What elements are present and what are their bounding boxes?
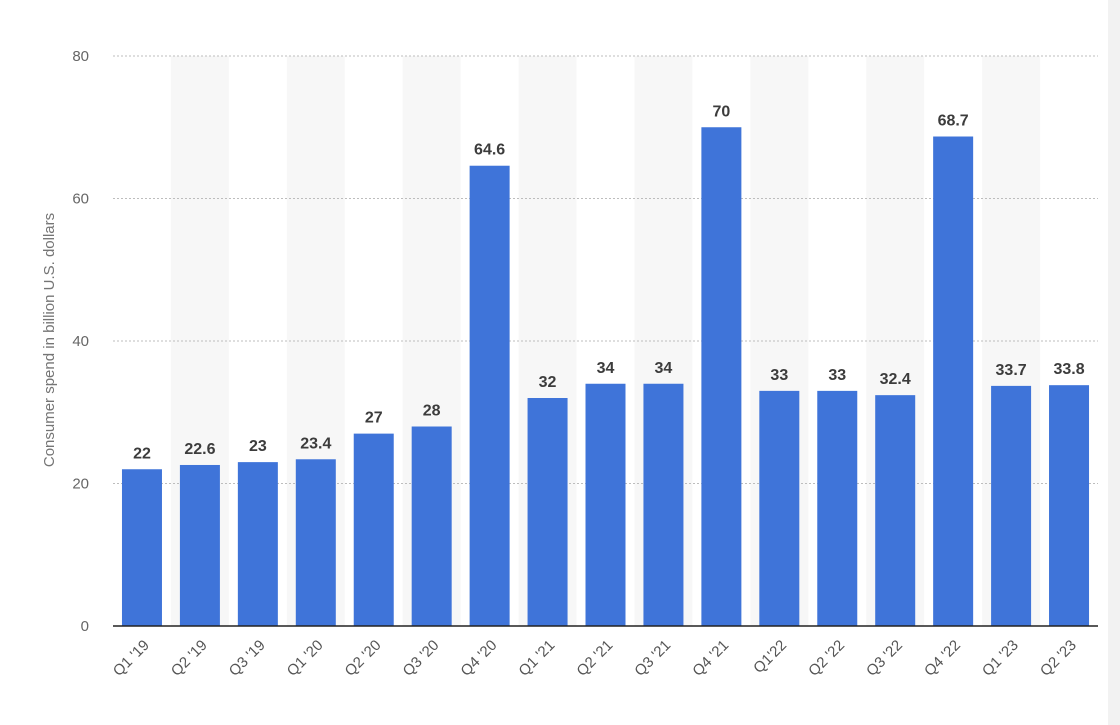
y-axis-title: Consumer spend in billion U.S. dollars [41, 213, 58, 467]
value-label: 33.8 [1053, 361, 1084, 378]
value-label: 27 [365, 410, 383, 427]
bar[interactable] [933, 136, 974, 626]
x-tick-label: Q2 '22 [805, 637, 848, 680]
x-tick-label: Q4 '21 [689, 637, 732, 680]
x-axis-labels: Q1 '19 Q2 '19 Q3 '19 Q1 '20 Q2 '20 Q3 '20 Q4 '… [110, 637, 1080, 680]
value-label: 68.7 [938, 113, 969, 130]
y-tick-label: 40 [72, 333, 89, 350]
value-label: 28 [423, 403, 441, 420]
y-axis-ticks: 0 20 40 60 80 [72, 48, 89, 635]
x-tick-label: Q2 '19 [168, 637, 211, 680]
value-label: 70 [712, 103, 730, 120]
bar[interactable] [295, 459, 336, 626]
x-tick-label: Q1 '20 [284, 637, 327, 680]
x-tick-label: Q1 '23 [979, 637, 1022, 680]
x-tick-label: Q3 '19 [226, 637, 269, 680]
x-tick-label: Q1 '21 [515, 637, 558, 680]
value-label: 34 [655, 360, 673, 377]
value-label: 64.6 [474, 142, 505, 159]
bar[interactable] [527, 398, 568, 626]
value-label: 22 [133, 445, 151, 462]
x-tick-label: Q4 '22 [921, 637, 964, 680]
x-tick-label: Q1'22 [750, 637, 790, 677]
bars [121, 127, 1090, 627]
scrollbar-track[interactable] [1108, 0, 1120, 725]
bar[interactable] [121, 469, 162, 626]
x-tick-label: Q3 '21 [631, 637, 674, 680]
y-tick-label: 20 [72, 476, 89, 493]
x-tick-label: Q2 '23 [1037, 637, 1080, 680]
x-tick-label: Q2 '20 [342, 637, 385, 680]
bar[interactable] [237, 462, 278, 626]
value-label: 22.6 [184, 441, 215, 458]
bar[interactable] [701, 127, 742, 626]
value-label: 34 [597, 360, 615, 377]
bar[interactable] [469, 165, 510, 626]
bar[interactable] [643, 383, 684, 626]
bar[interactable] [1049, 385, 1090, 626]
value-label: 33.7 [996, 362, 1027, 379]
x-tick-label: Q3 '22 [863, 637, 906, 680]
bar[interactable] [875, 395, 916, 626]
y-tick-label: 60 [72, 191, 89, 208]
value-label: 23.4 [300, 435, 331, 452]
value-label: 33 [770, 367, 788, 384]
bar[interactable] [991, 385, 1032, 626]
bar[interactable] [411, 426, 452, 627]
x-tick-label: Q3 '20 [400, 637, 443, 680]
x-tick-label: Q2 '21 [573, 637, 616, 680]
value-label: 33 [828, 367, 846, 384]
y-tick-label: 80 [72, 48, 89, 65]
value-labels: 22 22.6 23 23.4 27 28 64.6 32 34 34 70 33 33 32.4 68.7… [133, 103, 1085, 462]
value-label: 32 [539, 374, 557, 391]
bar[interactable] [585, 383, 626, 626]
bar[interactable] [353, 433, 394, 626]
bar[interactable] [817, 390, 858, 626]
value-label: 23 [249, 438, 267, 455]
bar[interactable] [179, 464, 220, 626]
bar[interactable] [759, 390, 800, 626]
y-tick-label: 0 [81, 618, 89, 635]
value-label: 32.4 [880, 371, 911, 388]
x-tick-label: Q1 '19 [110, 637, 153, 680]
x-tick-label: Q4 '20 [458, 637, 501, 680]
